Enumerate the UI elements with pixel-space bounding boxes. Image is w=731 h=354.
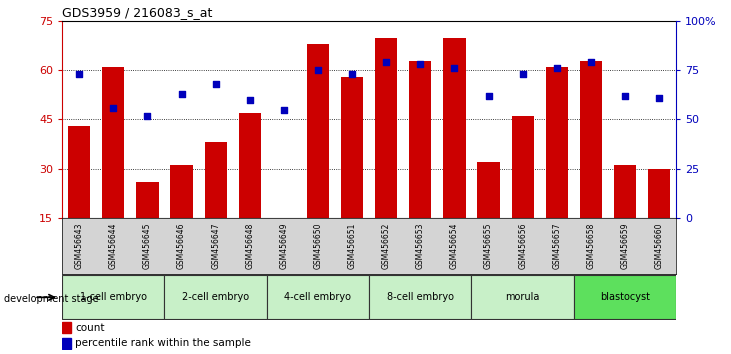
Bar — [341, 77, 363, 218]
Point — [175, 91, 187, 97]
Text: development stage: development stage — [4, 294, 98, 304]
Point — [517, 72, 529, 77]
Text: GSM456647: GSM456647 — [211, 223, 220, 269]
Text: morula: morula — [505, 292, 540, 302]
Point — [619, 93, 631, 99]
Text: GSM456659: GSM456659 — [621, 223, 629, 269]
Text: GSM456657: GSM456657 — [553, 223, 561, 269]
Text: GDS3959 / 216083_s_at: GDS3959 / 216083_s_at — [62, 6, 213, 19]
Text: GSM456651: GSM456651 — [348, 223, 357, 269]
Bar — [62, 275, 164, 319]
Bar — [574, 275, 676, 319]
Bar — [136, 182, 159, 218]
Text: count: count — [75, 322, 105, 332]
Text: GSM456655: GSM456655 — [484, 223, 493, 269]
Bar — [546, 67, 568, 218]
Bar — [369, 275, 471, 319]
Text: 8-cell embryo: 8-cell embryo — [387, 292, 454, 302]
Bar — [443, 38, 466, 218]
Point — [346, 72, 358, 77]
Bar — [648, 169, 670, 218]
Bar — [512, 116, 534, 218]
Text: GSM456648: GSM456648 — [246, 223, 254, 269]
Bar — [267, 275, 369, 319]
Text: GSM456653: GSM456653 — [416, 223, 425, 269]
Point — [551, 65, 563, 71]
Text: GSM456643: GSM456643 — [75, 223, 83, 269]
Text: 1-cell embryo: 1-cell embryo — [80, 292, 147, 302]
Point — [312, 68, 324, 73]
Text: GSM456645: GSM456645 — [143, 223, 152, 269]
Point — [73, 72, 85, 77]
Point — [210, 81, 221, 87]
Bar — [62, 338, 72, 349]
Bar — [68, 126, 91, 218]
Bar — [471, 275, 574, 319]
Bar — [580, 61, 602, 218]
Bar — [205, 142, 227, 218]
Bar — [409, 61, 431, 218]
Point — [482, 93, 494, 99]
Point — [278, 107, 289, 113]
Point — [654, 95, 665, 101]
Point — [414, 62, 426, 67]
Bar — [614, 165, 636, 218]
Text: GSM456660: GSM456660 — [655, 223, 664, 269]
Text: percentile rank within the sample: percentile rank within the sample — [75, 338, 251, 348]
Text: 2-cell embryo: 2-cell embryo — [182, 292, 249, 302]
Point — [380, 60, 392, 65]
Text: blastocyst: blastocyst — [600, 292, 650, 302]
Bar — [307, 44, 329, 218]
Text: GSM456650: GSM456650 — [314, 223, 322, 269]
Bar — [239, 113, 261, 218]
Point — [107, 105, 119, 110]
Text: GSM456652: GSM456652 — [382, 223, 390, 269]
Bar — [170, 165, 193, 218]
Text: 4-cell embryo: 4-cell embryo — [284, 292, 352, 302]
Text: GSM456658: GSM456658 — [586, 223, 595, 269]
Point — [585, 60, 596, 65]
Text: GSM456646: GSM456646 — [177, 223, 186, 269]
Point — [244, 97, 256, 103]
Point — [449, 65, 461, 71]
Bar — [375, 38, 398, 218]
Text: GSM456649: GSM456649 — [279, 223, 288, 269]
Text: GSM456656: GSM456656 — [518, 223, 527, 269]
Bar — [477, 162, 500, 218]
Bar — [102, 67, 124, 218]
Bar — [62, 322, 72, 333]
Text: GSM456654: GSM456654 — [450, 223, 459, 269]
Point — [142, 113, 154, 118]
Bar — [164, 275, 267, 319]
Text: GSM456644: GSM456644 — [109, 223, 118, 269]
